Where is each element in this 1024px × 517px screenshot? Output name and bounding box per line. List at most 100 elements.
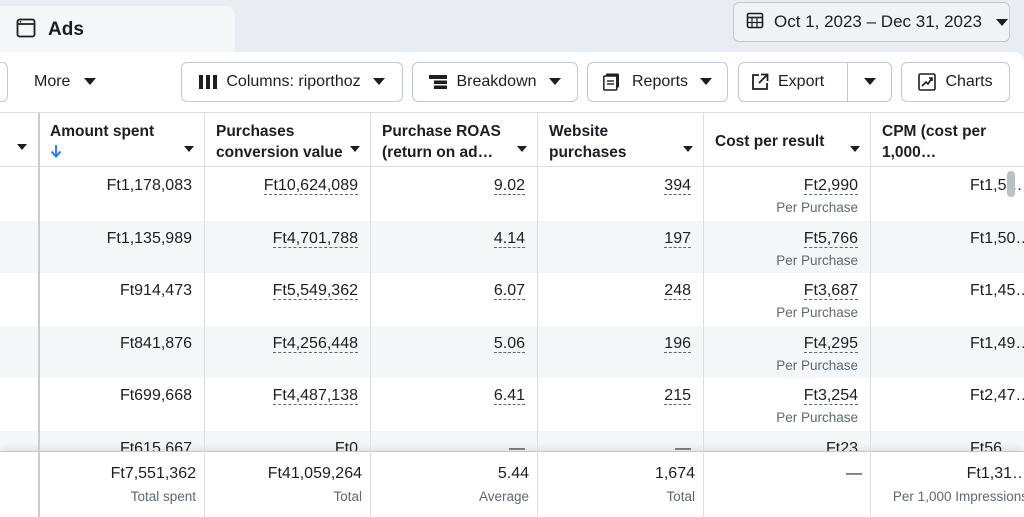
chevron-down-icon[interactable] xyxy=(17,138,27,156)
total-purchases-value: Ft41,059,264 Total xyxy=(267,465,362,504)
chevron-down-icon[interactable] xyxy=(517,138,527,159)
chevron-down-icon xyxy=(995,12,1008,32)
header-purchases-conversion-value[interactable]: Purchases conversion value xyxy=(204,113,370,167)
window-icon xyxy=(16,18,36,43)
chevron-down-icon[interactable] xyxy=(850,138,860,159)
columns-button[interactable]: Columns: riporthoz xyxy=(181,62,403,102)
export-label: Export xyxy=(778,73,825,90)
column-divider[interactable] xyxy=(703,113,704,517)
export-button[interactable]: Export xyxy=(738,62,892,102)
header-cost-per-result[interactable]: Cost per result xyxy=(703,113,870,167)
header-label: Purchase ROAS (return on ad… xyxy=(382,123,501,161)
cell-cpm: Ft1,5… xyxy=(970,177,1023,194)
header-label: Cost per result xyxy=(715,133,825,150)
cell-cost-per-result[interactable]: Ft3,254 Per Purchase xyxy=(776,387,858,425)
chevron-down-icon xyxy=(84,78,97,86)
header-cpm[interactable]: CPM (cost per 1,000… xyxy=(870,113,1024,167)
reports-icon xyxy=(603,73,623,91)
breakdown-button[interactable]: Breakdown xyxy=(412,62,578,102)
more-label: More xyxy=(34,73,71,90)
cell-website-purchases[interactable]: 197 xyxy=(664,229,691,248)
ads-tab[interactable]: Ads xyxy=(0,6,235,54)
chevron-down-icon xyxy=(372,78,385,86)
calendar-icon xyxy=(746,11,764,34)
table-row[interactable]: Ft1,135,989 Ft4,701,788 4.14 197 Ft5,766 Per … xyxy=(0,220,1024,273)
cell-purchases-value[interactable]: Ft4,487,138 xyxy=(272,387,358,405)
total-website-purchases: 1,674 Total xyxy=(654,465,695,504)
cell-purchases-value[interactable]: Ft10,624,089 xyxy=(263,177,358,195)
cell-purchase-roas[interactable]: 4.14 xyxy=(493,229,525,248)
cell-purchase-roas[interactable]: 5.06 xyxy=(493,334,525,353)
chevron-down-icon[interactable] xyxy=(184,138,194,159)
column-divider[interactable] xyxy=(870,113,871,517)
tab-title: Ads xyxy=(48,19,84,40)
cell-purchases-value[interactable]: Ft5,549,362 xyxy=(272,282,358,300)
breakdown-label: Breakdown xyxy=(456,73,537,90)
header-label: CPM (cost per 1,000… xyxy=(882,123,987,161)
cell-amount-spent: Ft914,473 xyxy=(119,282,192,299)
column-divider[interactable] xyxy=(204,113,205,517)
export-dropdown-toggle[interactable] xyxy=(848,63,892,101)
cell-purchases-value[interactable]: Ft4,256,448 xyxy=(272,334,358,353)
chevron-down-icon xyxy=(700,78,713,86)
cell-cpm: Ft1,49… xyxy=(970,334,1024,352)
column-divider[interactable] xyxy=(370,113,371,517)
horizontal-scrollbar-thumb[interactable] xyxy=(1007,171,1015,197)
chevron-down-icon[interactable] xyxy=(683,138,693,159)
cell-website-purchases[interactable]: 196 xyxy=(664,334,691,353)
cell-cpm: Ft2,47… xyxy=(970,387,1024,404)
ads-data-table: Ft1,178,083 Ft10,624,089 9.02 394 Ft2,990 Per… xyxy=(0,112,1024,517)
header-purchase-roas[interactable]: Purchase ROAS (return on ad… xyxy=(370,113,537,167)
cell-cost-per-result[interactable]: Ft5,766 Per Purchase xyxy=(776,229,858,268)
header-website-purchases[interactable]: Website purchases xyxy=(537,113,703,167)
date-range-label: Oct 1, 2023 – Dec 31, 2023 xyxy=(774,12,982,31)
chevron-down-icon xyxy=(864,78,876,85)
table-row[interactable]: Ft1,178,083 Ft10,624,089 9.02 394 Ft2,990 Per… xyxy=(0,168,1024,221)
total-cost-per-result: — xyxy=(846,465,862,482)
charts-label: Charts xyxy=(945,73,993,90)
table-row[interactable]: Ft841,876 Ft4,256,448 5.06 196 Ft4,295 Per Pu… xyxy=(0,325,1024,378)
reports-button[interactable]: Reports xyxy=(587,62,728,102)
cell-purchases-value[interactable]: Ft4,701,788 xyxy=(272,229,358,248)
header-label: Website purchases xyxy=(549,123,627,161)
cell-amount-spent: Ft1,135,989 xyxy=(106,229,192,247)
arrow-down-icon xyxy=(50,143,192,164)
reports-label: Reports xyxy=(631,73,689,90)
ads-table-panel: More Columns: riporthoz Breakdown Report… xyxy=(0,52,1024,517)
export-icon xyxy=(751,73,769,91)
header-label: Amount spent xyxy=(50,123,155,140)
total-purchase-roas: 5.44 Average xyxy=(478,465,529,504)
frozen-column-border xyxy=(38,113,40,517)
charts-button[interactable]: Charts xyxy=(901,62,1010,102)
cell-cost-per-result[interactable]: Ft4,295 Per Purchase xyxy=(776,334,858,373)
column-divider[interactable] xyxy=(537,113,538,517)
cell-purchase-roas[interactable]: 9.02 xyxy=(493,177,525,195)
cell-cost-per-result[interactable]: Ft3,687 Per Purchase xyxy=(776,282,858,320)
table-header: Amount spent Purchases conversion value … xyxy=(0,113,1024,167)
columns-icon xyxy=(199,74,218,90)
table-row[interactable]: Ft699,668 Ft4,487,138 6.41 215 Ft3,254 Per Pu… xyxy=(0,378,1024,431)
cell-amount-spent: Ft841,876 xyxy=(119,334,192,352)
total-cpm: Ft1,31… Per 1,000 Impressions xyxy=(892,465,1024,504)
cell-cost-per-result[interactable]: Ft2,990 Per Purchase xyxy=(776,177,858,215)
cell-purchase-roas[interactable]: 6.07 xyxy=(493,282,525,300)
totals-row: Ft7,551,362 Total spent Ft41,059,264 Total… xyxy=(0,451,1024,517)
cell-website-purchases[interactable]: 215 xyxy=(664,387,691,405)
cell-amount-spent: Ft699,668 xyxy=(119,387,192,404)
chevron-down-icon[interactable] xyxy=(350,138,360,159)
date-range-picker[interactable]: Oct 1, 2023 – Dec 31, 2023 xyxy=(733,2,1010,42)
cell-purchase-roas[interactable]: 6.41 xyxy=(493,387,525,405)
more-button[interactable]: More xyxy=(34,62,97,102)
breakdown-icon xyxy=(429,74,448,90)
header-amount-spent[interactable]: Amount spent xyxy=(38,113,204,167)
cell-website-purchases[interactable]: 248 xyxy=(664,282,691,300)
cell-cpm: Ft1,45… xyxy=(970,282,1024,299)
cell-website-purchases[interactable]: 394 xyxy=(664,177,691,195)
chevron-down-icon xyxy=(548,78,561,86)
columns-label: Columns: riporthoz xyxy=(226,73,361,90)
toolbar-left-button[interactable] xyxy=(0,62,8,102)
toolbar: More Columns: riporthoz Breakdown Report… xyxy=(0,52,1024,112)
line-chart-icon xyxy=(918,73,937,91)
table-row[interactable]: Ft914,473 Ft5,549,362 6.07 248 Ft3,687 Per Pu… xyxy=(0,273,1024,326)
header-label: Purchases conversion value xyxy=(216,123,343,161)
